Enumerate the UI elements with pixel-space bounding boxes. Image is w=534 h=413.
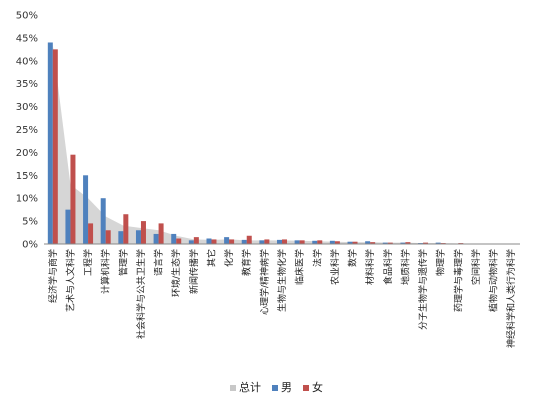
bar-female xyxy=(299,240,305,244)
legend-swatch xyxy=(230,385,236,391)
bar-female xyxy=(317,240,323,244)
x-tick-label: 法学 xyxy=(311,249,323,267)
x-tick-label: 生物与生物化学 xyxy=(276,249,288,312)
bar-female xyxy=(176,238,182,244)
bar-male xyxy=(47,42,53,245)
x-tick-label: 物理学 xyxy=(435,249,447,276)
bar-male xyxy=(118,231,124,244)
bar-male xyxy=(347,241,353,244)
x-tick-label: 语言学 xyxy=(153,249,165,276)
x-tick-label: 材料科学 xyxy=(364,249,376,285)
bar-female xyxy=(264,239,270,244)
bar-female xyxy=(282,239,287,244)
y-tick-label: 10% xyxy=(16,194,38,205)
bar-female xyxy=(229,239,235,244)
bar-male xyxy=(153,233,159,244)
bar-male xyxy=(188,240,194,244)
y-tick-label: 40% xyxy=(16,56,38,67)
y-tick-label: 30% xyxy=(16,102,38,113)
x-tick-label: 植物与动物科学 xyxy=(488,249,500,312)
bar-female xyxy=(158,223,164,244)
bar-male xyxy=(206,238,212,244)
x-tick-label: 空间科学 xyxy=(470,249,482,285)
y-tick-label: 35% xyxy=(16,79,38,90)
bar-female xyxy=(105,230,111,244)
y-tick-label: 20% xyxy=(16,148,38,159)
x-tick-label: 管理学 xyxy=(117,249,129,276)
bar-female xyxy=(423,242,429,244)
bar-male xyxy=(259,240,265,244)
bar-female xyxy=(211,239,217,244)
legend-swatch xyxy=(272,385,278,391)
bar-male xyxy=(83,175,89,244)
legend-label: 女 xyxy=(312,380,323,394)
x-tick-label: 数学 xyxy=(347,249,359,267)
bar-male xyxy=(382,242,388,244)
bar-female xyxy=(387,242,393,244)
bar-female xyxy=(370,242,376,244)
bar-female xyxy=(140,221,146,244)
legend: 总计 男 女 xyxy=(230,380,323,394)
x-tick-label: 化学 xyxy=(223,249,235,267)
bar-male xyxy=(100,198,106,244)
bar-female xyxy=(352,241,358,244)
x-tick-label: 农业科学 xyxy=(329,249,341,285)
x-tick-label: 教育学 xyxy=(241,249,253,276)
bar-male xyxy=(135,230,141,244)
x-axis-labels: 经济学与商学 艺术与人文科学 工程学 计算机科学 管理学 社会科学与公共卫生学 语言学 环境/… xyxy=(47,249,517,348)
x-tick-label: 地质科学 xyxy=(399,249,411,285)
x-tick-label: 心理学/精神病学 xyxy=(258,249,270,315)
bar-female xyxy=(193,237,199,244)
y-axis: 0% 5% 10% 15% 20% 25% 30% 35% 40% 45% 50% xyxy=(16,11,38,251)
bar-female xyxy=(334,241,340,244)
bar-female xyxy=(123,214,129,244)
bar-series xyxy=(47,42,517,245)
y-tick-label: 45% xyxy=(16,33,38,44)
bar-female xyxy=(88,223,94,244)
x-tick-label: 工程学 xyxy=(82,249,94,276)
bar-female xyxy=(246,235,252,244)
y-tick-label: 15% xyxy=(16,171,38,182)
bar-male xyxy=(294,240,300,244)
bar-male xyxy=(312,240,318,244)
bar-male xyxy=(435,242,441,244)
bar-male xyxy=(329,240,335,244)
bar-female xyxy=(70,154,76,244)
x-tick-label: 经济学与商学 xyxy=(47,249,59,303)
bar-male xyxy=(365,241,371,244)
bar-female xyxy=(405,242,411,244)
x-tick-label: 分子生物学与遗传学 xyxy=(417,249,429,330)
y-tick-label: 0% xyxy=(22,240,38,251)
x-tick-label: 食品科学 xyxy=(382,249,394,285)
bar-male xyxy=(277,239,282,244)
x-tick-label: 计算机科学 xyxy=(100,249,112,294)
bar-male xyxy=(400,242,406,244)
legend-swatch xyxy=(303,385,309,391)
legend-label: 总计 xyxy=(239,380,261,394)
total-area-series xyxy=(52,44,512,244)
x-tick-label: 环境/生态学 xyxy=(170,249,182,297)
legend-label: 男 xyxy=(281,381,292,394)
x-tick-label: 社会科学与公共卫生学 xyxy=(135,249,147,339)
bar-male xyxy=(224,237,230,244)
y-tick-label: 50% xyxy=(16,11,38,22)
total-area xyxy=(52,44,512,244)
x-tick-label: 临床医学 xyxy=(294,249,306,285)
y-tick-label: 25% xyxy=(16,125,38,136)
bar-male xyxy=(65,209,71,244)
bar-female xyxy=(52,49,58,244)
x-tick-label: 药理学与毒理学 xyxy=(452,249,464,312)
x-tick-label: 新闻传播学 xyxy=(188,249,200,294)
x-tick-label: 艺术与人文科学 xyxy=(64,249,76,312)
x-tick-label: 神经科学和人类行为科学 xyxy=(505,249,517,348)
y-tick-label: 5% xyxy=(22,217,38,228)
bar-male xyxy=(241,239,247,244)
x-tick-label: 其它 xyxy=(205,249,217,267)
bar-male xyxy=(171,233,177,244)
